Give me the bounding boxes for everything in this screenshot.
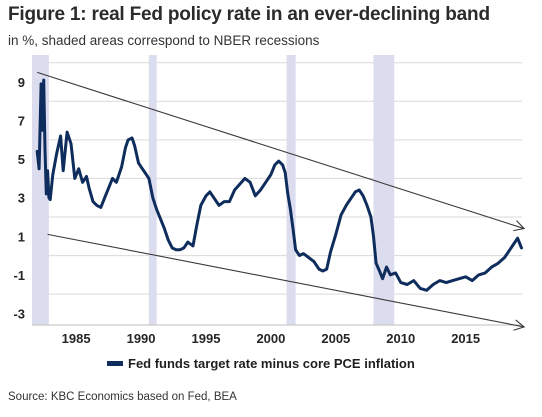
y-tick-label: 7	[18, 114, 25, 129]
recession-band	[286, 55, 296, 325]
x-tick-labels: 1985 1990 1995 2000 2005 2010 2015	[62, 331, 480, 346]
x-tick-label: 1985	[62, 331, 91, 346]
x-tick-label: 2005	[321, 331, 350, 346]
y-tick-label: -1	[13, 268, 25, 283]
grid-lines	[32, 62, 522, 295]
legend-swatch	[107, 361, 123, 366]
series-layer	[35, 78, 523, 292]
series-line	[35, 78, 523, 292]
x-tick-label: 2010	[386, 331, 415, 346]
x-tick-label: 2000	[256, 331, 285, 346]
recession-band	[373, 55, 395, 325]
y-tick-label: 9	[18, 75, 25, 90]
y-tick-label: 1	[18, 229, 25, 244]
band-arrowhead	[513, 220, 526, 232]
y-tick-label: -3	[13, 306, 25, 321]
upper-band-line	[37, 71, 525, 230]
x-tick-label: 1990	[127, 331, 156, 346]
chart-title: Figure 1: real Fed policy rate in an eve…	[8, 4, 490, 25]
declining-band	[37, 71, 526, 331]
legend: Fed funds target rate minus core PCE inf…	[107, 356, 415, 371]
y-tick-labels: 9 7 5 3 1 -1 -3	[13, 75, 25, 321]
source-note: Source: KBC Economics based on Fed, BEA	[8, 391, 237, 403]
y-tick-label: 5	[18, 152, 25, 167]
band-arrowhead	[513, 319, 526, 331]
y-tick-label: 3	[18, 191, 25, 206]
legend-label: Fed funds target rate minus core PCE inf…	[128, 356, 415, 371]
x-tick-label: 2015	[451, 331, 480, 346]
chart-subtitle: in %, shaded areas correspond to NBER re…	[8, 33, 320, 48]
recession-bands	[32, 55, 395, 325]
x-tick-label: 1995	[192, 331, 221, 346]
lower-band-line	[47, 233, 525, 328]
